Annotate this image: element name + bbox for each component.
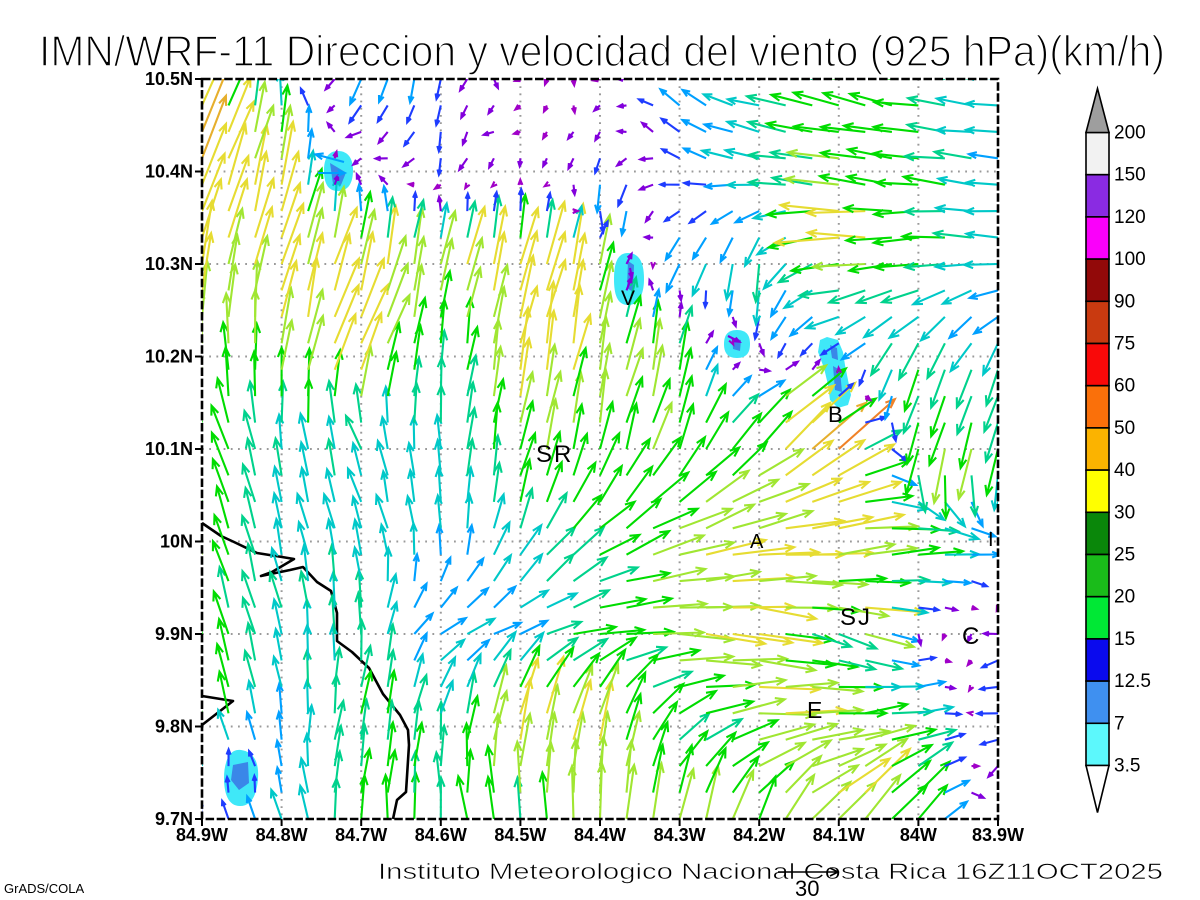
svg-text:SR: SR: [536, 441, 573, 468]
svg-text:C: C: [962, 623, 981, 650]
svg-text:B: B: [828, 402, 845, 427]
svg-text:84.5W: 84.5W: [494, 825, 546, 845]
svg-text:84.1W: 84.1W: [813, 825, 865, 845]
svg-text:7: 7: [1114, 713, 1125, 734]
svg-text:83.9W: 83.9W: [972, 825, 1024, 845]
svg-text:50: 50: [1114, 418, 1135, 439]
svg-text:12.5: 12.5: [1114, 671, 1151, 692]
svg-text:9.9N: 9.9N: [155, 624, 193, 644]
svg-text:9.8N: 9.8N: [155, 717, 193, 737]
svg-text:84.2W: 84.2W: [733, 825, 785, 845]
svg-text:84.6W: 84.6W: [415, 825, 467, 845]
svg-text:Instituto Meteorologico Nacion: Instituto Meteorologico Nacional Costa R…: [378, 859, 1163, 884]
svg-text:GrADS/COLA: GrADS/COLA: [4, 881, 85, 896]
svg-text:E: E: [807, 697, 824, 723]
svg-text:84.8W: 84.8W: [256, 825, 308, 845]
svg-text:30: 30: [795, 876, 819, 900]
svg-text:10N: 10N: [160, 532, 193, 552]
svg-text:40: 40: [1114, 460, 1135, 481]
svg-text:10.5N: 10.5N: [145, 69, 193, 89]
svg-text:SJ: SJ: [840, 604, 872, 631]
svg-text:84W: 84W: [900, 825, 937, 845]
svg-text:84.3W: 84.3W: [654, 825, 706, 845]
svg-text:A: A: [750, 531, 765, 553]
svg-text:150: 150: [1114, 165, 1146, 186]
svg-text:3.5: 3.5: [1114, 756, 1140, 777]
svg-text:84.9W: 84.9W: [176, 825, 228, 845]
svg-text:V: V: [621, 287, 637, 310]
svg-text:IMN/WRF-11 Direccion y velocid: IMN/WRF-11 Direccion y velocidad del vie…: [39, 27, 1165, 76]
svg-text:84.4W: 84.4W: [574, 825, 626, 845]
svg-text:10.4N: 10.4N: [145, 162, 193, 182]
svg-text:10.1N: 10.1N: [145, 439, 193, 459]
svg-text:84.7W: 84.7W: [335, 825, 387, 845]
svg-text:15: 15: [1114, 629, 1135, 650]
svg-text:75: 75: [1114, 334, 1135, 355]
svg-text:120: 120: [1114, 207, 1146, 228]
svg-text:I: I: [988, 529, 996, 551]
svg-text:90: 90: [1114, 291, 1135, 312]
svg-text:25: 25: [1114, 545, 1135, 566]
svg-text:10.2N: 10.2N: [145, 347, 193, 367]
svg-text:20: 20: [1114, 587, 1135, 608]
svg-text:100: 100: [1114, 249, 1146, 270]
svg-text:30: 30: [1114, 502, 1135, 523]
svg-text:10.3N: 10.3N: [145, 254, 193, 274]
svg-text:9.7N: 9.7N: [155, 809, 193, 829]
svg-text:200: 200: [1114, 123, 1146, 144]
svg-text:60: 60: [1114, 376, 1135, 397]
